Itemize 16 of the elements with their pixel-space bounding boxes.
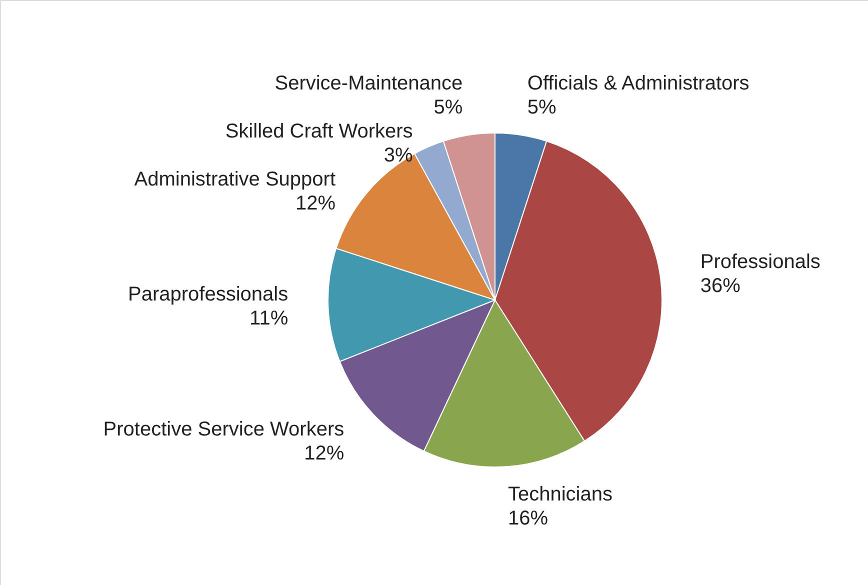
slice-label: Technicians [508, 484, 613, 506]
data-label: 11% [250, 308, 288, 330]
data-label: 12% [295, 192, 336, 215]
data-label: 5% [527, 96, 557, 119]
slice-label: Skilled Craft Workers [225, 120, 413, 143]
slice-label: Administrative Support [134, 168, 336, 191]
slice-label: Officials & Administrators [527, 72, 750, 95]
data-label: 16% [508, 508, 548, 530]
slice-label: Service-Maintenance [274, 72, 463, 95]
data-label: 5% [434, 96, 463, 119]
data-label: 12% [304, 442, 344, 465]
data-label: 36% [700, 275, 741, 298]
slice-label: Professionals [700, 251, 820, 274]
slice-label: Paraprofessionals [128, 284, 288, 306]
slice-label: Protective Service Workers [103, 418, 344, 441]
data-label: 3% [384, 144, 414, 167]
